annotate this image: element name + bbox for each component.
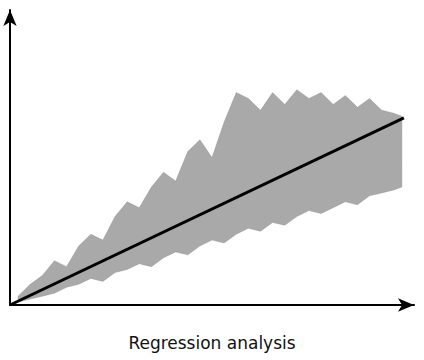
svg-text:Regression analysis: Regression analysis bbox=[128, 333, 295, 353]
